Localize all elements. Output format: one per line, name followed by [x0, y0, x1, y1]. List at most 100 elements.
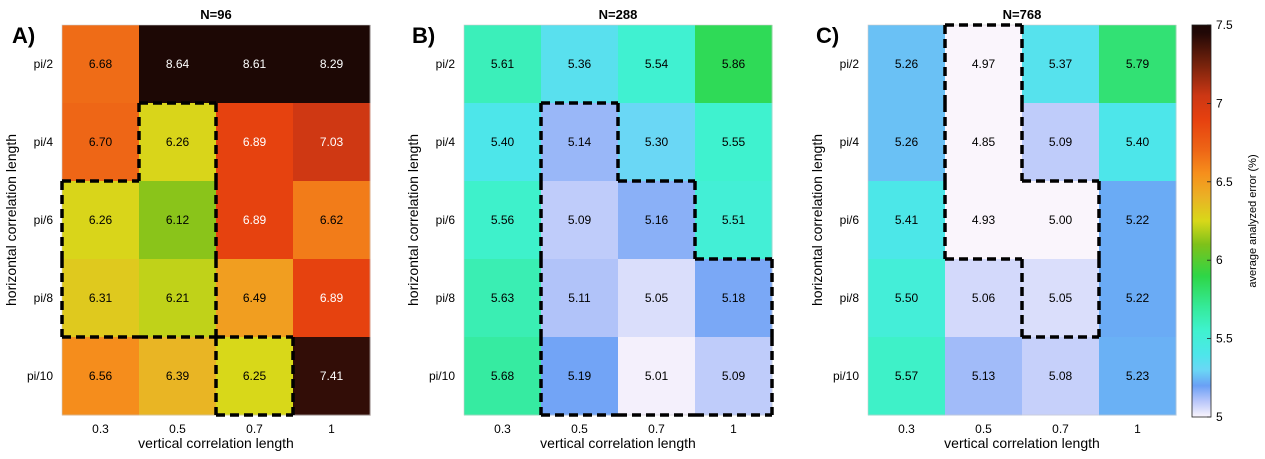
heatmap-cell	[695, 103, 773, 182]
cell-value-label: 5.54	[645, 57, 669, 71]
x-tick-label: 0.7	[648, 422, 665, 436]
cell-value-label: 5.56	[491, 213, 515, 227]
cell-value-label: 5.63	[491, 291, 515, 305]
heatmap-cell	[293, 25, 371, 104]
cell-value-label: 5.00	[1049, 213, 1073, 227]
heatmap-cell	[139, 259, 217, 338]
cell-value-label: 5.26	[895, 57, 919, 71]
heatmap-cell	[1099, 181, 1177, 260]
y-tick-label: pi/4	[840, 135, 860, 149]
cell-value-label: 6.39	[166, 369, 190, 383]
heatmap-cell	[945, 181, 1023, 260]
y-axis-label: horizontal correlation length	[405, 134, 421, 306]
x-tick-label: 0.3	[92, 422, 109, 436]
heatmap-cell	[868, 103, 946, 182]
colorbar-gradient	[1191, 24, 1212, 418]
y-tick-label: pi/4	[436, 135, 456, 149]
cell-value-label: 7.03	[320, 135, 344, 149]
heatmap-cell	[1099, 25, 1177, 104]
x-tick-label: 0.5	[571, 422, 588, 436]
heatmap-cell	[541, 259, 619, 338]
cell-value-label: 5.51	[722, 213, 746, 227]
heatmap-cell	[868, 181, 946, 260]
cell-value-label: 8.61	[243, 57, 267, 71]
cell-value-label: 5.13	[972, 369, 996, 383]
cell-value-label: 5.05	[1049, 291, 1073, 305]
heatmap-cell	[139, 103, 217, 182]
heatmap-cell	[945, 103, 1023, 182]
heatmap-cell	[464, 181, 542, 260]
x-tick-label: 1	[730, 422, 737, 436]
heatmap-cell	[139, 337, 217, 416]
heatmap-cell	[695, 25, 773, 104]
heatmap-cell	[216, 103, 294, 182]
heatmap-cell	[541, 103, 619, 182]
cell-value-label: 8.64	[166, 57, 190, 71]
panel-letter: C)	[816, 23, 839, 48]
x-tick-label: 0.7	[1052, 422, 1069, 436]
colorbar-tick-label: 6.5	[1216, 175, 1233, 189]
cell-value-label: 5.26	[895, 135, 919, 149]
cell-value-label: 5.09	[568, 213, 592, 227]
cell-value-label: 5.23	[1126, 369, 1150, 383]
cell-value-label: 6.89	[243, 213, 267, 227]
heatmap-panel-1: A) N=96 6.68 8.64 8.61 8.29 6.70 6.26 6.89 7.03 6.…	[3, 7, 371, 451]
heatmap-cell	[62, 337, 140, 416]
cell-value-label: 5.41	[895, 213, 919, 227]
cell-value-label: 4.93	[972, 213, 996, 227]
heatmap-cell	[464, 337, 542, 416]
y-tick-label: pi/10	[833, 369, 859, 383]
heatmap-cell	[139, 25, 217, 104]
cell-value-label: 5.68	[491, 369, 515, 383]
heatmap-cell	[618, 25, 696, 104]
heatmap-cell	[1022, 181, 1100, 260]
heatmap-cell	[695, 259, 773, 338]
heatmap-cell	[293, 337, 371, 416]
y-tick-label: pi/2	[436, 57, 456, 71]
cell-value-label: 6.56	[89, 369, 113, 383]
cell-value-label: 5.55	[722, 135, 746, 149]
x-axis-label: vertical correlation length	[944, 435, 1100, 451]
colorbar-tick-label: 5	[1216, 410, 1223, 424]
heatmap-cell	[293, 181, 371, 260]
y-axis-label: horizontal correlation length	[3, 134, 19, 306]
heatmap-cell	[293, 103, 371, 182]
y-tick-label: pi/6	[34, 213, 54, 227]
panel-title: N=96	[200, 7, 231, 22]
heatmap-cell	[216, 337, 294, 416]
cell-value-label: 5.40	[1126, 135, 1150, 149]
panel-letter: A)	[12, 23, 35, 48]
colorbar-tick-label: 6	[1216, 253, 1223, 267]
cell-value-label: 5.05	[645, 291, 669, 305]
cell-value-label: 5.22	[1126, 213, 1150, 227]
x-tick-label: 0.3	[898, 422, 915, 436]
heatmap-cell	[945, 25, 1023, 104]
heatmap-cell	[464, 103, 542, 182]
cell-value-label: 5.08	[1049, 369, 1073, 383]
cell-value-label: 6.89	[320, 291, 344, 305]
cell-value-label: 6.26	[89, 213, 113, 227]
heatmap-cell	[541, 25, 619, 104]
cell-value-label: 6.89	[243, 135, 267, 149]
y-tick-label: pi/8	[436, 291, 456, 305]
heatmap-cell	[62, 25, 140, 104]
heatmap-cell	[868, 337, 946, 416]
heatmap-cell	[216, 181, 294, 260]
cell-value-label: 6.25	[243, 369, 267, 383]
heatmap-panel-2: B) N=288 5.61 5.36 5.54 5.86 5.40 5.14 5.30 5.55 5…	[405, 7, 774, 451]
cell-value-label: 6.31	[89, 291, 113, 305]
heatmap-cell	[695, 337, 773, 416]
y-tick-label: pi/2	[34, 57, 54, 71]
cell-value-label: 6.70	[89, 135, 113, 149]
cell-value-label: 6.68	[89, 57, 113, 71]
heatmap-cell	[868, 25, 946, 104]
cell-value-label: 5.18	[722, 291, 746, 305]
heatmap-cell	[1022, 103, 1100, 182]
cell-value-label: 6.49	[243, 291, 267, 305]
heatmap-cell	[695, 181, 773, 260]
heatmap-cell	[1022, 25, 1100, 104]
x-tick-label: 1	[328, 422, 335, 436]
cell-value-label: 5.19	[568, 369, 592, 383]
y-tick-label: pi/6	[840, 213, 860, 227]
